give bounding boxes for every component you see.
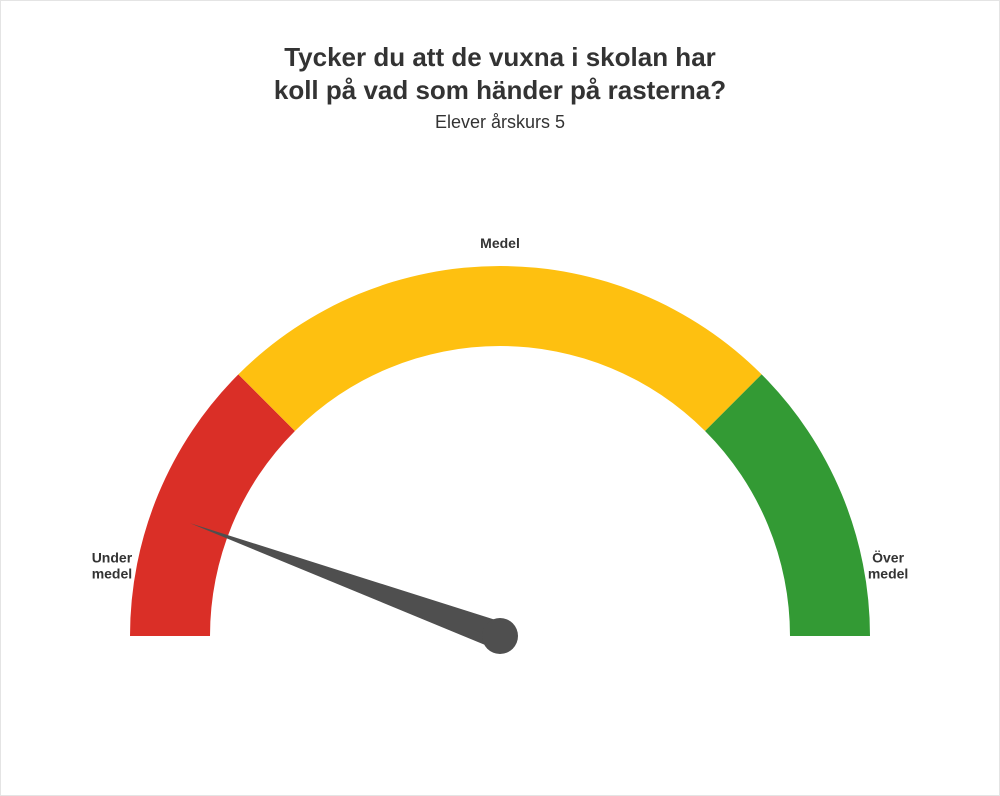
titles-block: Tycker du att de vuxna i skolan har koll… xyxy=(1,41,999,133)
gauge-chart: Undermedel Medel Övermedel xyxy=(60,176,940,736)
gauge-segment-1 xyxy=(238,266,761,431)
gauge-label-under-medel: Undermedel xyxy=(92,549,133,581)
chart-title-line2: koll på vad som händer på rasterna? xyxy=(1,74,999,107)
gauge-container: Undermedel Medel Övermedel xyxy=(1,176,999,736)
gauge-segment-0 xyxy=(130,374,295,636)
gauge-needle xyxy=(190,523,505,649)
chart-frame: Tycker du att de vuxna i skolan har koll… xyxy=(0,0,1000,796)
gauge-needle-hub xyxy=(482,618,518,654)
chart-subtitle: Elever årskurs 5 xyxy=(1,112,999,133)
gauge-segment-2 xyxy=(705,374,870,636)
gauge-label-medel: Medel xyxy=(480,235,520,251)
gauge-label-over-medel: Övermedel xyxy=(868,549,908,581)
chart-title-line1: Tycker du att de vuxna i skolan har xyxy=(1,41,999,74)
